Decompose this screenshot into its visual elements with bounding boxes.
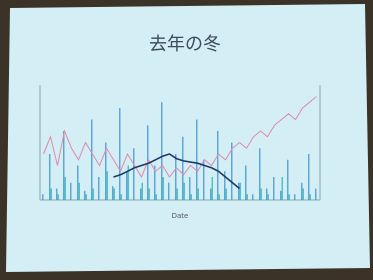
photo: 去年の冬 Date: [0, 0, 373, 280]
bar: [273, 177, 274, 200]
bar: [282, 177, 283, 200]
bar: [182, 137, 183, 200]
bar: [238, 183, 239, 200]
x-axis-label: Date: [172, 212, 189, 220]
bar: [315, 189, 316, 201]
bar: [240, 183, 241, 200]
bar: [196, 120, 197, 201]
bar: [212, 177, 213, 200]
bar: [184, 183, 185, 200]
bar: [42, 194, 43, 200]
bar: [65, 177, 66, 200]
bar: [121, 194, 122, 200]
bar: [114, 189, 115, 201]
bar: [86, 194, 87, 200]
bar: [301, 183, 302, 200]
bar: [189, 177, 190, 200]
bar: [259, 148, 260, 200]
bar: [70, 183, 71, 200]
bar: [142, 183, 143, 200]
bar: [156, 194, 157, 200]
bar: [217, 131, 218, 200]
bar: [175, 154, 176, 200]
bar: [177, 189, 178, 201]
bar: [56, 189, 57, 201]
bar: [63, 131, 64, 200]
bar: [98, 177, 99, 200]
bar: [112, 186, 113, 200]
bar: [289, 194, 290, 200]
bar: [140, 189, 141, 201]
bar: [91, 120, 92, 201]
bar: [266, 189, 267, 201]
bar: [247, 194, 248, 200]
bar: [191, 194, 192, 200]
bar: [168, 183, 169, 200]
bar: [58, 194, 59, 200]
bar: [280, 191, 281, 200]
bar: [287, 160, 288, 200]
bar: [198, 189, 199, 201]
bar: [303, 189, 304, 201]
bar: [49, 154, 50, 200]
bar: [51, 189, 52, 201]
bar: [294, 194, 295, 200]
bar: [219, 194, 220, 200]
bar: [268, 194, 269, 200]
bar: [163, 177, 164, 200]
bar: [261, 189, 262, 201]
bar: [210, 189, 211, 201]
bar: [226, 189, 227, 201]
bar: [310, 194, 311, 200]
bar: [161, 102, 162, 200]
bar: [93, 189, 94, 201]
bar: [149, 189, 150, 201]
bar: [126, 171, 127, 200]
slide-title: 去年の冬: [149, 34, 221, 55]
bar: [308, 154, 309, 200]
bar: [133, 148, 134, 200]
bar: [252, 194, 253, 200]
bar: [84, 191, 85, 200]
bar: [107, 171, 108, 200]
bar: [245, 166, 246, 201]
bar: [119, 108, 120, 200]
bar: [77, 166, 78, 201]
bar: [79, 183, 80, 200]
